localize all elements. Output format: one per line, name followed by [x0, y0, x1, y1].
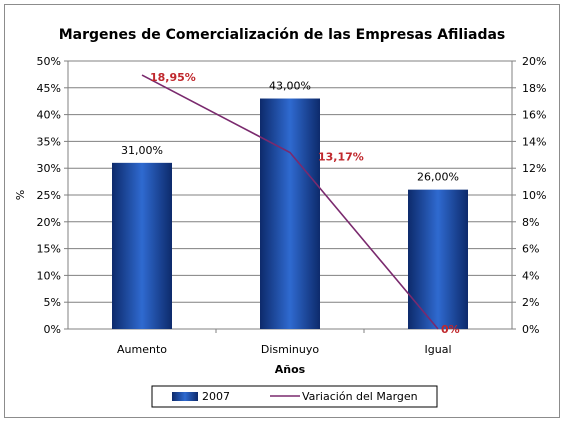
y2-axis-ticks: 0% 2% 4% 6% 8% 10% 12% 14% 16% 18% 20%: [512, 55, 546, 336]
y2-tick-label: 4%: [522, 269, 539, 282]
y2-tick-label: 6%: [522, 243, 539, 256]
legend-swatch-bar: [172, 392, 198, 401]
bar-data-label: 31,00%: [121, 144, 163, 157]
y2-tick-label: 8%: [522, 216, 539, 229]
y-tick-label: 15%: [37, 243, 61, 256]
y-axis-ticks: 0% 5% 10% 15% 20% 25% 30% 35% 40% 45% 50%: [37, 55, 68, 336]
bar-data-label: 26,00%: [417, 171, 459, 184]
legend: 2007 Variación del Margen: [151, 385, 438, 408]
x-tick-label: Disminuyo: [261, 343, 319, 356]
y-tick-label: 40%: [37, 109, 61, 122]
bar: [260, 98, 320, 330]
y2-tick-label: 12%: [522, 162, 546, 175]
bar: [408, 189, 468, 329]
y-tick-label: 5%: [44, 296, 61, 309]
line-data-label: 13,17%: [318, 151, 364, 164]
y-tick-label: 25%: [37, 189, 61, 202]
bar-series: 31,00% 43,00% 26,00%: [112, 80, 468, 330]
legend-label-2007: 2007: [202, 390, 230, 403]
bar: [112, 162, 172, 329]
y2-tick-label: 2%: [522, 296, 539, 309]
y2-tick-label: 14%: [522, 135, 546, 148]
y-tick-label: 35%: [37, 135, 61, 148]
y2-tick-label: 0%: [522, 323, 539, 336]
line-series: 18,95% 13,17% 0%: [141, 71, 460, 336]
y2-tick-label: 10%: [522, 189, 546, 202]
y-tick-label: 30%: [37, 162, 61, 175]
x-axis-ticks: Aumento Disminuyo Igual: [117, 329, 452, 356]
chart-title: Margenes de Comercialización de las Empr…: [59, 27, 506, 43]
y-axis-title: %: [14, 190, 27, 200]
legend-label-variacion: Variación del Margen: [302, 390, 418, 403]
x-tick-label: Aumento: [117, 343, 167, 356]
x-tick-label: Igual: [425, 343, 452, 356]
y2-tick-label: 20%: [522, 55, 546, 68]
bar-data-label: 43,00%: [269, 80, 311, 93]
y2-tick-label: 18%: [522, 82, 546, 95]
y-tick-label: 50%: [37, 55, 61, 68]
y-tick-label: 20%: [37, 216, 61, 229]
x-axis-title: Años: [275, 363, 306, 376]
line-data-label: 0%: [441, 323, 460, 336]
y-tick-label: 10%: [37, 269, 61, 282]
series-line: [141, 74, 439, 330]
y-tick-label: 0%: [44, 323, 61, 336]
y2-tick-label: 16%: [522, 109, 546, 122]
y-tick-label: 45%: [37, 82, 61, 95]
line-data-label: 18,95%: [150, 71, 196, 84]
